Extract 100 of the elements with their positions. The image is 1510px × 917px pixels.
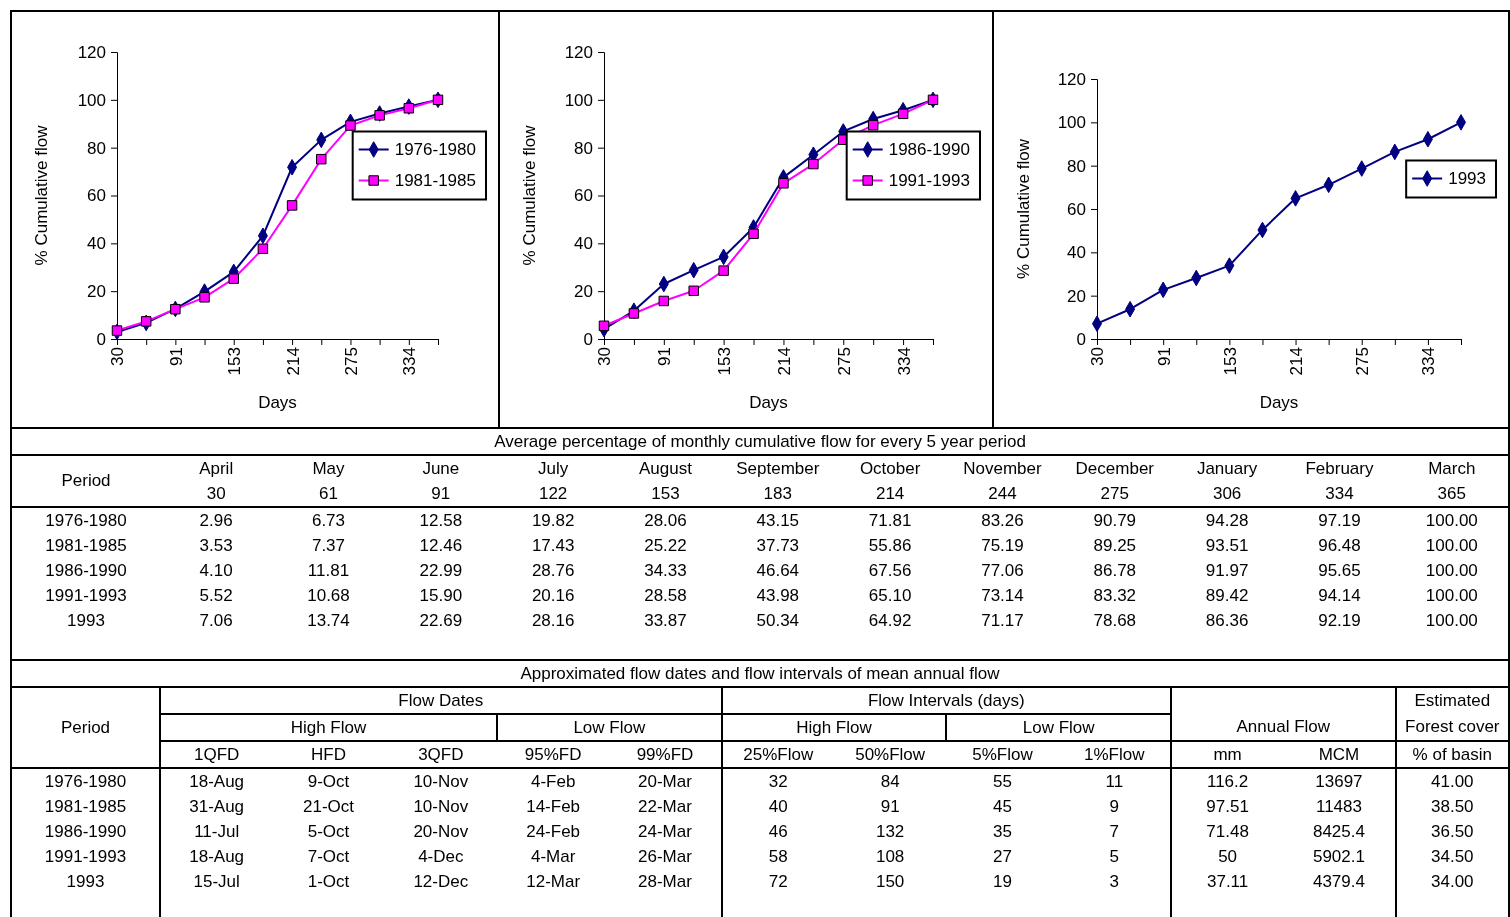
- x-tick-label: 91: [655, 347, 675, 366]
- x-tick-label: 214: [1287, 347, 1306, 376]
- category-label: mm: [1170, 741, 1284, 768]
- text: 24-Mar: [638, 821, 692, 841]
- text: 31-Aug: [189, 796, 245, 816]
- y-tick-label: 120: [1057, 69, 1086, 89]
- text: 50: [1218, 846, 1238, 866]
- x-tick-label: 214: [774, 347, 794, 376]
- text: 244: [988, 483, 1017, 503]
- category-label: 1QFD: [160, 741, 273, 768]
- text: 18-Aug: [189, 846, 245, 866]
- text: 45: [993, 796, 1012, 816]
- category-label: June: [421, 457, 461, 480]
- text: 22-Mar: [638, 796, 692, 816]
- text: 64.92: [868, 610, 912, 630]
- x-tick-label: 153: [715, 347, 735, 376]
- text: 108: [875, 846, 905, 866]
- text: 9-Oct: [307, 771, 350, 791]
- text: Average percentage of monthly cumulative flow for every 5 year period: [12, 429, 1508, 455]
- text: 4379.4: [1312, 871, 1365, 891]
- category-label: January: [1195, 457, 1259, 480]
- legend-label: 1976-1980: [394, 140, 476, 160]
- text: Low Flow: [946, 714, 1171, 741]
- text: 12.46: [419, 535, 463, 555]
- text: 25.22: [644, 535, 687, 555]
- y-tick-label: 0: [1076, 329, 1086, 349]
- text: 19: [993, 871, 1012, 891]
- text: 83.32: [1093, 585, 1137, 605]
- text: 10.68: [307, 585, 350, 605]
- y-tick-label: 120: [77, 42, 106, 62]
- text: 214: [875, 483, 905, 503]
- text: 122: [538, 483, 568, 503]
- text: 334: [1325, 483, 1354, 503]
- x-tick-label: 30: [108, 347, 128, 366]
- x-tick-label: 30: [1088, 347, 1108, 366]
- x-tick-label: 30: [595, 347, 615, 366]
- y-tick-label: 40: [87, 234, 106, 254]
- y-tick-label: 80: [574, 138, 593, 158]
- category-label: 1993: [67, 610, 105, 630]
- x-tick-label: 153: [225, 347, 245, 376]
- category-label: 1976-1980: [45, 510, 127, 530]
- x-tick-label: 153: [1220, 347, 1240, 376]
- text: 19.82: [531, 510, 575, 530]
- text: 153: [651, 483, 680, 503]
- text: 13.74: [307, 610, 350, 630]
- text: 89.42: [1205, 585, 1249, 605]
- text: 43.98: [756, 585, 800, 605]
- category-label: 5%Flow: [946, 741, 1059, 768]
- category-label: April: [198, 457, 235, 480]
- text: 11483: [1315, 796, 1362, 816]
- text: 96.48: [1318, 535, 1361, 555]
- text: 306: [1212, 483, 1242, 503]
- text: 5902.1: [1312, 846, 1365, 866]
- text: 7: [1109, 821, 1120, 841]
- text: 37.73: [756, 535, 800, 555]
- y-tick-label: 0: [96, 329, 106, 349]
- text: 55.86: [868, 535, 912, 555]
- text: 71.17: [981, 610, 1024, 630]
- text: 7-Oct: [307, 846, 350, 866]
- category-label: 1991-1993: [45, 585, 127, 605]
- text: 97.51: [1206, 796, 1249, 816]
- text: 26-Mar: [638, 846, 692, 866]
- y-tick-label: 20: [87, 282, 106, 302]
- text: 33.87: [644, 610, 687, 630]
- text: 46.64: [756, 560, 800, 580]
- y-tick-label: 40: [1067, 243, 1086, 263]
- text: 91.97: [1205, 560, 1249, 580]
- text: 22.99: [419, 560, 463, 580]
- text: 93.51: [1205, 535, 1249, 555]
- y-tick-label: 20: [574, 282, 593, 302]
- category-label: February: [1304, 457, 1375, 480]
- text: 89.25: [1093, 535, 1137, 555]
- category-label: 1981-1985: [44, 796, 127, 816]
- category-label: August: [638, 457, 693, 480]
- y-tick-label: 0: [583, 329, 593, 349]
- text: 28.06: [644, 510, 687, 530]
- text: 22.69: [419, 610, 463, 630]
- category-label: 1986-1990: [44, 821, 127, 841]
- x-tick-label: 91: [166, 347, 186, 366]
- category-label: 1991-1993: [44, 846, 127, 866]
- text: 91: [431, 483, 451, 503]
- text: 24-Feb: [526, 821, 581, 841]
- text: 100.00: [1425, 560, 1478, 580]
- text: 86.78: [1093, 560, 1137, 580]
- text: 15-Jul: [193, 871, 240, 891]
- x-tick-label: 214: [283, 347, 303, 376]
- text: 4-Dec: [418, 846, 464, 866]
- text: 67.56: [868, 560, 912, 580]
- text: 90.79: [1093, 510, 1137, 530]
- text: 97.19: [1318, 510, 1361, 530]
- text: 58: [768, 846, 788, 866]
- text: 4.10: [199, 560, 233, 580]
- text: 78.68: [1093, 610, 1137, 630]
- text: 28.76: [531, 560, 575, 580]
- text: 11: [1105, 771, 1124, 791]
- text: Approximated flow dates and flow intervals of mean annual flow: [12, 661, 1508, 687]
- text: 34.00: [1431, 871, 1474, 891]
- y-tick-label: 60: [574, 186, 593, 206]
- category-label: May: [311, 457, 346, 480]
- category-label: 1993: [66, 871, 105, 891]
